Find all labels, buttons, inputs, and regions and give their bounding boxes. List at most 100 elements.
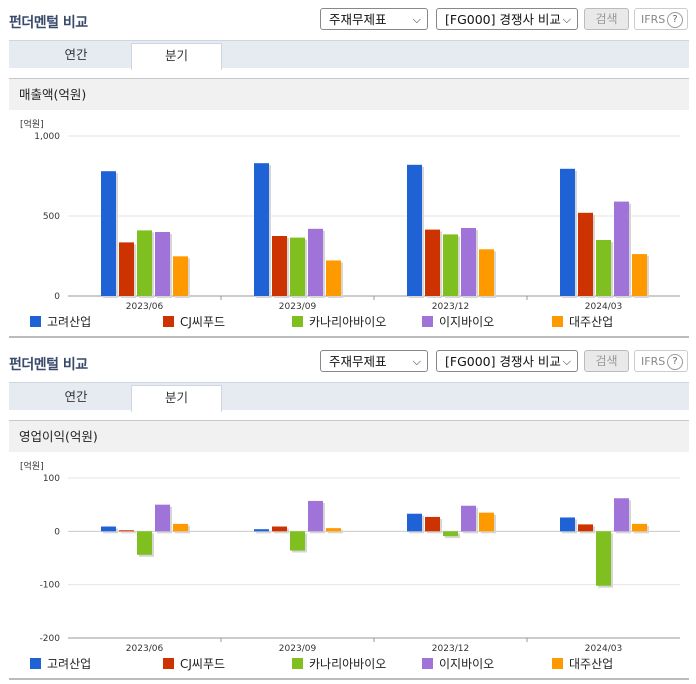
legend-swatch [422, 658, 433, 669]
legend-item[interactable]: 카나리아바이오 [292, 655, 386, 672]
bar[interactable] [461, 505, 476, 532]
peer-group-select[interactable]: [FG000] 경쟁사 비교 ⌵ [436, 350, 578, 372]
search-button[interactable]: 검색 [584, 8, 629, 30]
help-icon: ? [667, 354, 683, 370]
ifrs-label: IFRS [641, 13, 666, 26]
tab-quarterly[interactable]: 분기 [131, 385, 222, 412]
section-header: 매출액(억원) [9, 78, 689, 110]
statement-type-select[interactable]: 주재무제표 ⌵ [320, 8, 428, 30]
bar[interactable] [155, 232, 170, 296]
y-tick-label: 500 [43, 212, 60, 222]
bar[interactable] [407, 164, 422, 296]
bar[interactable] [254, 529, 269, 532]
bar[interactable] [290, 237, 305, 296]
search-button[interactable]: 검색 [584, 350, 629, 372]
panel-title: 펀더멘털 비교 [9, 357, 88, 373]
legend-item[interactable]: 이지바이오 [422, 313, 494, 330]
legend-item[interactable]: 카나리아바이오 [292, 313, 386, 330]
sales-bar-chart: [억원] 0 500 1,000 2023/06 2023/09 2023/12 2024/0… [20, 118, 680, 310]
ifrs-help-button[interactable]: IFRS ? [634, 350, 688, 372]
legend-item[interactable]: 이지바이오 [422, 655, 494, 672]
bar-shadow [256, 531, 271, 534]
tab-annual[interactable]: 연간 [64, 389, 88, 404]
x-tick-label: 2023/06 [126, 302, 164, 310]
help-icon: ? [667, 12, 683, 28]
legend-item[interactable]: 고려산업 [30, 313, 91, 330]
bar[interactable] [425, 516, 440, 532]
bar[interactable] [119, 242, 134, 296]
bar[interactable] [578, 524, 593, 532]
bar[interactable] [614, 498, 629, 532]
bar[interactable] [578, 212, 593, 296]
bar[interactable] [614, 201, 629, 296]
bar[interactable] [326, 260, 341, 296]
bar[interactable] [155, 504, 170, 532]
x-tick-label: 2023/09 [279, 644, 317, 652]
chevron-down-icon: ⌵ [412, 13, 421, 26]
legend-label: 고려산업 [47, 657, 92, 671]
unit-label: [억원] [20, 118, 44, 130]
legend-item[interactable]: 고려산업 [30, 655, 91, 672]
section-header: 영업이익(억원) [9, 420, 689, 452]
tab-annual[interactable]: 연간 [64, 47, 88, 62]
bar[interactable] [137, 230, 152, 296]
statement-type-select[interactable]: 주재무제표 ⌵ [320, 350, 428, 372]
bar[interactable] [272, 236, 287, 296]
bar[interactable] [101, 526, 116, 532]
legend-item[interactable]: CJ씨푸드 [163, 655, 225, 672]
y-tick-label: 1,000 [34, 132, 60, 142]
bar[interactable] [101, 171, 116, 296]
divider [9, 678, 689, 680]
bar[interactable] [443, 234, 458, 296]
legend-label: 대주산업 [569, 315, 614, 329]
legend-item[interactable]: 대주산업 [552, 313, 613, 330]
x-tick-label: 2024/03 [585, 644, 622, 652]
bar[interactable] [137, 531, 152, 555]
legend-label: 카나리아바이오 [309, 657, 387, 671]
y-tick-label: 0 [54, 527, 60, 537]
bar[interactable] [479, 249, 494, 296]
legend-swatch [163, 316, 174, 327]
chevron-down-icon: ⌵ [562, 355, 571, 368]
fundamental-panel-sales: 펀더멘털 비교 주재무제표 ⌵ [FG000] 경쟁사 비교 ⌵ 검색 IFRS… [9, 8, 689, 338]
statement-type-value: 주재무제표 [329, 12, 387, 27]
bar[interactable] [596, 240, 611, 296]
bar[interactable] [308, 228, 323, 296]
y-tick-label: 100 [43, 474, 60, 484]
bar[interactable] [632, 254, 647, 296]
bar[interactable] [326, 528, 341, 532]
bar[interactable] [290, 531, 305, 551]
panel-title: 펀더멘털 비교 [9, 15, 88, 31]
y-tick-label: -100 [40, 581, 61, 591]
bar[interactable] [560, 517, 575, 532]
bar[interactable] [425, 229, 440, 296]
legend-swatch [292, 316, 303, 327]
legend-swatch [422, 316, 433, 327]
peer-group-value: [FG000] 경쟁사 비교 [445, 354, 561, 369]
peer-group-select[interactable]: [FG000] 경쟁사 비교 ⌵ [436, 8, 578, 30]
legend-item[interactable]: 대주산업 [552, 655, 613, 672]
legend-swatch [163, 658, 174, 669]
bar[interactable] [461, 228, 476, 296]
legend-label: 대주산업 [569, 657, 614, 671]
peer-group-value: [FG000] 경쟁사 비교 [445, 12, 561, 27]
bar-shadow [121, 532, 136, 534]
bar[interactable] [254, 163, 269, 296]
x-tick-label: 2023/06 [126, 644, 164, 652]
legend-label: 고려산업 [47, 315, 92, 329]
bar[interactable] [308, 500, 323, 532]
bar[interactable] [596, 531, 611, 586]
bar[interactable] [119, 530, 134, 532]
legend-item[interactable]: CJ씨푸드 [163, 313, 225, 330]
tab-quarterly[interactable]: 분기 [131, 43, 222, 70]
bar[interactable] [407, 513, 422, 532]
bar[interactable] [632, 523, 647, 532]
bar[interactable] [443, 531, 458, 537]
period-tabs: 연간 분기 [9, 40, 689, 70]
bar[interactable] [272, 526, 287, 532]
bar[interactable] [173, 256, 188, 296]
bar[interactable] [479, 512, 494, 532]
ifrs-help-button[interactable]: IFRS ? [634, 8, 688, 30]
bar[interactable] [173, 523, 188, 532]
bar[interactable] [560, 168, 575, 296]
